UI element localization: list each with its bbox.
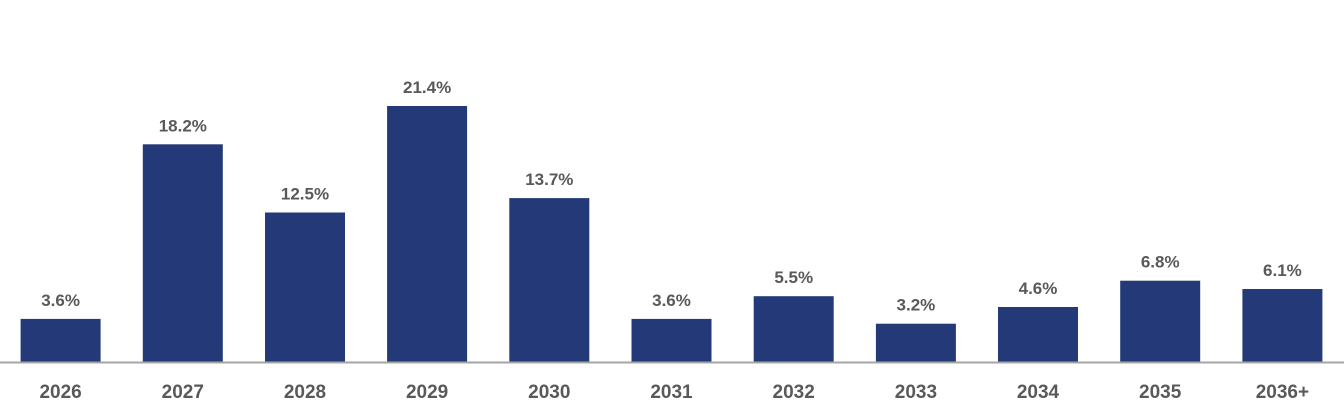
bar-2026	[20, 318, 101, 362]
bar-2031	[631, 318, 712, 362]
data-label-2032: 5.5%	[774, 268, 813, 287]
x-tick-labels-group: 2026 2027 2028 2029 2030 2031 2032 2033 2034 2035…	[39, 382, 1309, 402]
x-tick-label-2034: 2034	[1017, 382, 1060, 402]
data-label-2035: 6.8%	[1141, 253, 1180, 272]
bar-2036+	[1242, 289, 1323, 362]
data-label-2031: 3.6%	[652, 291, 691, 310]
x-tick-label-2033: 2033	[895, 382, 937, 402]
x-tick-label-2031: 2031	[650, 382, 693, 402]
x-tick-label-2028: 2028	[284, 382, 326, 402]
data-label-2033: 3.2%	[897, 296, 936, 315]
data-label-2036+: 6.1%	[1263, 261, 1302, 280]
bars-group	[20, 106, 1323, 362]
data-label-2030: 13.7%	[525, 170, 573, 189]
bar-2030	[509, 198, 590, 362]
data-label-2027: 18.2%	[159, 116, 207, 135]
x-tick-label-2030: 2030	[528, 382, 570, 402]
x-tick-label-2029: 2029	[406, 382, 448, 402]
x-tick-label-2036+: 2036+	[1256, 382, 1309, 402]
bar-labels-group: 3.6% 18.2% 12.5% 21.4% 13.7% 3.6% 5.5% 3.2% 4.6%…	[41, 78, 1302, 315]
data-label-2026: 3.6%	[41, 291, 80, 310]
data-label-2029: 21.4%	[403, 78, 451, 97]
bar-2029	[387, 106, 468, 362]
x-tick-label-2032: 2032	[773, 382, 815, 402]
data-label-2034: 4.6%	[1019, 279, 1058, 298]
x-tick-label-2027: 2027	[162, 382, 204, 402]
bar-2034	[998, 307, 1078, 362]
bar-2033	[875, 323, 956, 362]
bar-2035	[1120, 280, 1201, 362]
x-tick-label-2026: 2026	[39, 382, 81, 402]
bar-2032	[753, 296, 834, 362]
bar-2027	[142, 144, 223, 362]
data-label-2028: 12.5%	[281, 185, 329, 204]
bar-2028	[265, 212, 345, 362]
x-tick-label-2035: 2035	[1139, 382, 1182, 402]
